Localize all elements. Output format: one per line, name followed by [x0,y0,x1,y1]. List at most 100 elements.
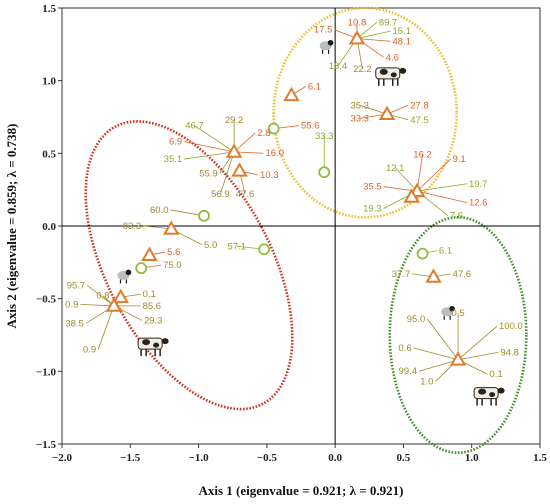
leader-line-52 [457,325,498,361]
data-label-6: 18.4 [329,61,348,72]
data-label-56: 0.1 [489,369,502,380]
leader-line-28 [184,151,235,160]
leader-line-15 [417,183,468,192]
data-label-38: 75.0 [163,260,182,271]
group-ellipse-1 [272,6,458,219]
tick-labels: −2.0 −1.5 −1.0 −0.5 0.0 0.5 1.0 1.51.51.00.50.0… [36,3,547,464]
leader-line-14 [394,167,418,192]
leader-line-54 [457,351,499,361]
data-label-30: 10.3 [260,170,279,181]
data-label-39: 95.7 [67,280,86,291]
data-label-48: 37.7 [392,269,411,280]
data-label-26: 6.9 [169,137,182,148]
data-label-32: 47.6 [236,189,255,200]
data-label-1: 17.5 [314,25,333,36]
circle-point-0 [267,122,280,135]
leader-line-55 [418,359,459,372]
data-label-50: 0.5 [451,308,464,319]
cow-icon-3 [137,337,169,357]
data-label-57: 1.0 [420,376,433,387]
data-label-20: 6.1 [308,81,321,92]
data-label-55: 99.4 [399,366,418,377]
data-label-41: 0.1 [143,289,156,300]
circle-point-5 [416,247,429,260]
leader-line-13 [416,158,451,192]
data-label-36: 57.1 [228,241,247,252]
data-label-22: 33.3 [315,131,334,142]
x-tick-label-4: 0.0 [328,452,342,464]
circle-point-4 [135,262,148,275]
leader-line-51 [426,318,459,360]
data-label-7: 22.2 [353,64,372,75]
group-ellipses [84,6,528,455]
circle-point-3 [258,243,271,256]
cow-icon-5 [473,387,505,406]
animal-icons [117,39,505,406]
y-tick-label-5: −1.0 [36,366,57,378]
x-tick-label-5: 0.5 [397,452,411,464]
x-tick-label-6: 1.0 [465,452,479,464]
y-axis-title: Axis 2 (eigenvalue = 0.859; λ = 0.738) [4,124,19,329]
data-label-45: 29.3 [144,315,163,326]
data-label-53: 0.6 [398,343,411,354]
triangle-point-9 [112,288,129,304]
data-label-27: 16.0 [265,148,284,159]
triangle-point-12 [449,351,467,366]
group-ellipse-0 [84,120,294,411]
data-label-40: 0.8 [96,291,109,302]
sheep-icon-4 [441,305,455,320]
data-label-0: 10.8 [348,17,367,28]
triangle-point-8 [141,246,158,261]
data-label-51: 95.0 [407,314,426,325]
x-tick-label-1: −1.5 [120,452,141,464]
data-label-14: 12.1 [386,163,405,174]
data-label-11: 47.5 [410,115,429,126]
y-tick-label-4: −0.5 [36,294,57,306]
data-label-3: 15.1 [393,26,412,37]
leader-line-46 [97,305,115,350]
leader-line-24 [194,125,235,153]
triangle-point-1 [378,105,396,120]
leader-line-25 [233,132,256,153]
x-axis-title: Axis 1 (eigenvalue = 0.921; λ = 0.921) [199,483,404,498]
data-label-52: 100.0 [499,321,523,332]
leader-line-34 [143,225,172,230]
points [105,30,467,366]
leader-line-8 [359,104,388,115]
y-tick-label-3: 0.0 [42,221,56,233]
data-label-25: 2.8 [257,128,270,139]
circle-point-1 [318,166,331,179]
data-label-19: 7.6 [450,211,463,222]
data-label-15: 19.7 [469,179,488,190]
triangle-point-11 [425,268,442,283]
leader-line-53 [413,347,459,361]
data-label-37: 5.6 [167,247,180,258]
triangle-point-7 [163,220,180,235]
x-tick-label-7: 1.5 [533,452,547,464]
x-tick-label-3: −0.5 [257,452,278,464]
y-tick-label-2: 0.5 [42,148,56,160]
group-ellipse-2 [388,215,528,455]
triangle-point-3 [403,188,420,203]
cow-icon-1 [375,67,407,86]
data-label-49: 47.6 [453,269,472,280]
data-label-8: 35.3 [350,100,369,111]
data-label-23: 29.2 [225,115,244,126]
y-tick-label-6: −1.5 [36,439,57,451]
triangle-point-5 [225,143,243,158]
data-label-54: 94.8 [500,347,519,358]
leader-line-3 [356,30,391,39]
triangle-point-6 [231,162,248,177]
sheep-icon-0 [319,39,334,54]
data-label-33: 60.0 [150,205,169,216]
x-tick-label-2: −1.0 [189,452,210,464]
data-label-31: 56.9 [211,189,230,200]
value-labels: 10.8 17.5 89.715.148.1 4.6 18.4 22.2 35.3 33.3 2… [65,17,523,387]
data-label-2: 89.7 [379,17,398,28]
data-label-35: 5.0 [204,240,217,251]
leader-line-4 [356,38,391,42]
data-label-44: 38.5 [65,318,84,329]
leader-line-31 [220,151,235,195]
data-label-46: 0.9 [83,344,96,355]
